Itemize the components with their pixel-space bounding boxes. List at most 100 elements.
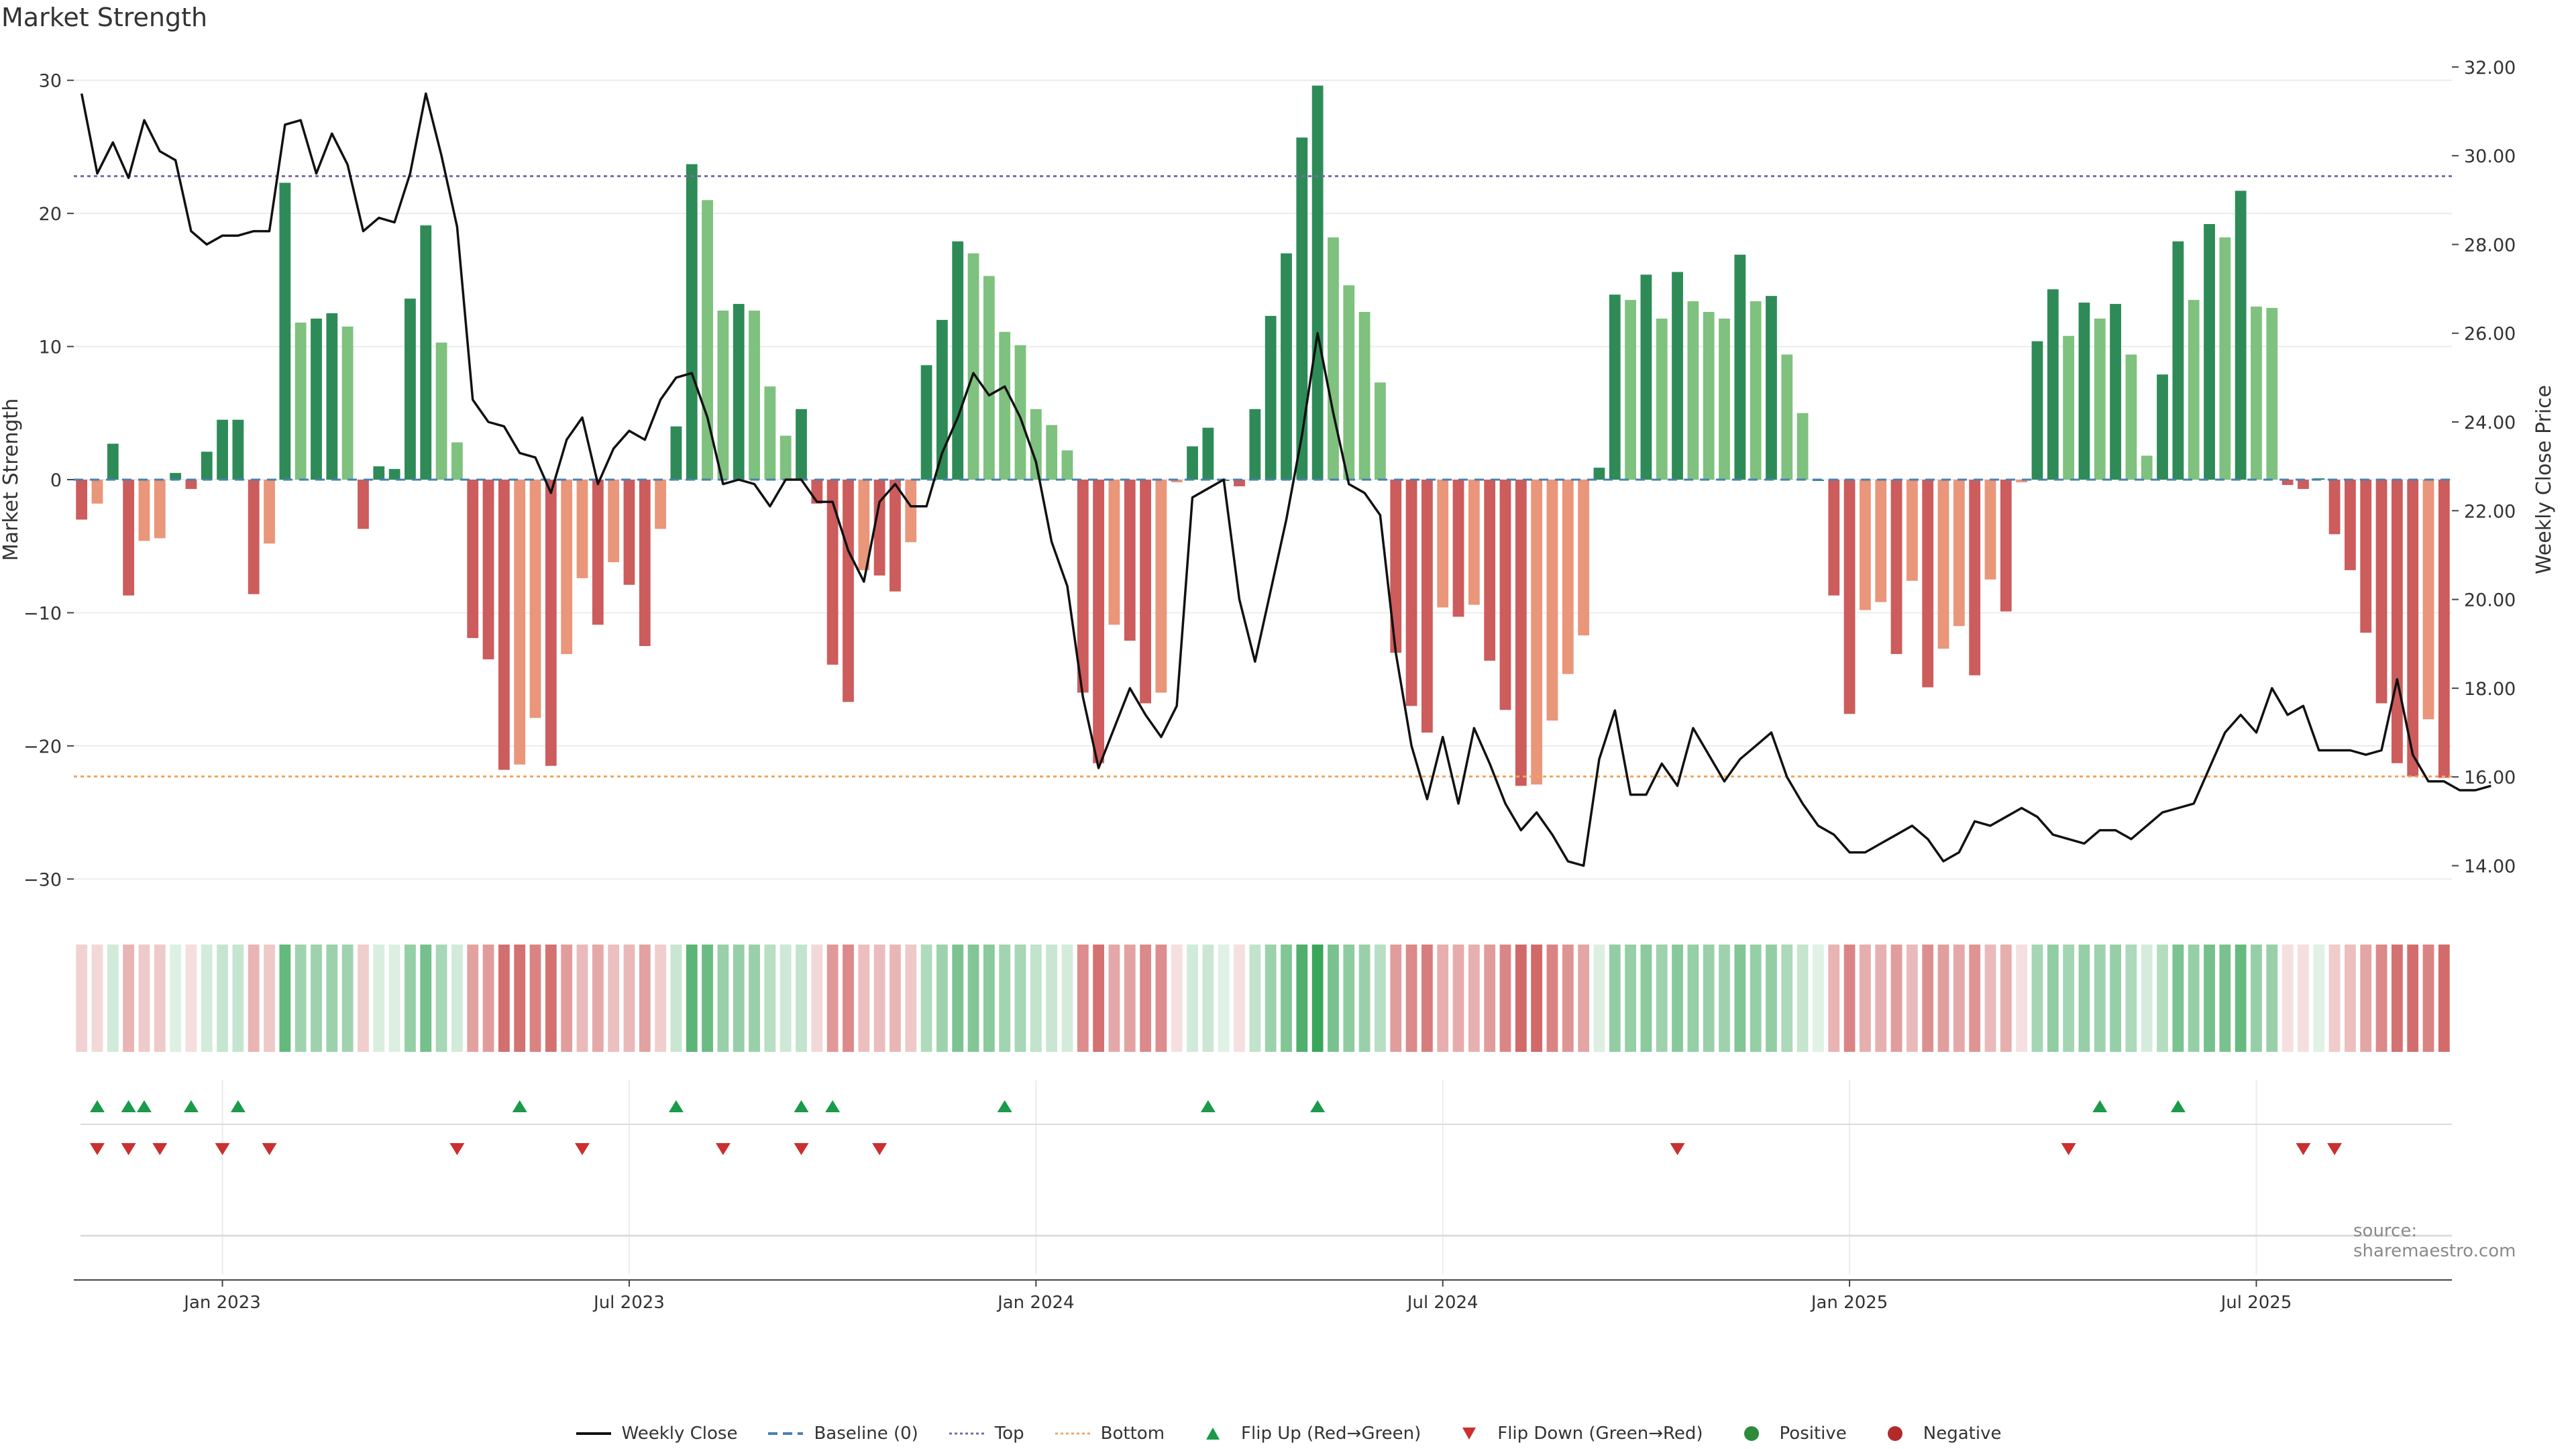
- heat-cell: [341, 945, 354, 1052]
- strength-bar: [1265, 315, 1277, 480]
- strength-bar: [2063, 335, 2074, 480]
- strength-bar: [1187, 446, 1198, 480]
- flip-up-marker: [230, 1100, 246, 1112]
- heat-cell: [264, 945, 275, 1052]
- x-tick-label: Jan 2023: [182, 1293, 261, 1313]
- heat-cell: [796, 945, 807, 1052]
- strength-bar: [764, 386, 776, 480]
- heat-cell: [1437, 945, 1449, 1052]
- heat-cell: [1546, 945, 1558, 1052]
- strength-bar: [1922, 480, 1934, 688]
- x-tick-label: Jan 2024: [996, 1293, 1075, 1313]
- heat-cell: [1030, 945, 1042, 1052]
- heat-cell: [2078, 945, 2090, 1052]
- legend-label: Weekly Close: [621, 1424, 738, 1444]
- heat-cell: [873, 945, 885, 1052]
- strength-bar: [1843, 480, 1856, 714]
- strength-bar: [1249, 409, 1261, 480]
- heat-cell: [983, 945, 995, 1052]
- strength-bar: [2047, 289, 2059, 480]
- heat-cell: [1281, 945, 1292, 1052]
- x-tick-label: Jul 2025: [2220, 1293, 2292, 1313]
- flip-down-marker: [2296, 1143, 2311, 1155]
- circle-icon: [1887, 1426, 1902, 1441]
- heat-cell: [1234, 945, 1245, 1052]
- heat-cell: [358, 945, 369, 1052]
- heat-cell: [311, 945, 322, 1052]
- strength-bar: [983, 276, 995, 480]
- strength-bar: [311, 318, 322, 480]
- flip-down-marker: [872, 1143, 888, 1155]
- strength-bar: [326, 313, 338, 480]
- strength-bar: [529, 480, 541, 718]
- strength-bar: [1390, 480, 1402, 653]
- heat-cell: [2110, 945, 2121, 1052]
- heat-cell: [686, 945, 698, 1052]
- heat-cell: [405, 945, 416, 1052]
- strength-bar: [1499, 480, 1511, 710]
- flip-down-marker: [2327, 1143, 2343, 1155]
- legend-item: Negative: [1876, 1424, 2002, 1444]
- strength-bar: [2188, 300, 2200, 480]
- strength-bar: [1061, 450, 1073, 480]
- heat-cell: [1249, 945, 1261, 1052]
- heat-cell: [2266, 945, 2278, 1052]
- y2-tick-label: 14.00: [2464, 856, 2516, 877]
- strength-bar: [498, 480, 510, 770]
- heat-cell: [1155, 945, 1167, 1052]
- heat-cell: [1766, 945, 1777, 1052]
- strength-bar: [2422, 480, 2434, 720]
- strength-bar: [1703, 311, 1715, 480]
- y-tick-label: −10: [23, 603, 62, 624]
- heat-cell: [2235, 945, 2247, 1052]
- weekly-close-line: [80, 92, 2491, 867]
- strength-bar: [576, 480, 588, 578]
- flip-up-marker: [136, 1100, 152, 1112]
- y-tick-label: −20: [23, 737, 62, 757]
- strength-bar: [514, 480, 526, 765]
- strength-bar: [2094, 318, 2106, 480]
- heat-cell: [1813, 945, 1824, 1052]
- strength-bar: [2438, 480, 2450, 778]
- heat-cell: [1499, 945, 1511, 1052]
- strength-bar: [561, 480, 573, 654]
- heat-cell: [1405, 945, 1417, 1052]
- flip-up-marker: [183, 1100, 199, 1112]
- heat-cell: [123, 945, 135, 1052]
- heat-cell: [1468, 945, 1480, 1052]
- heat-cell: [2063, 945, 2074, 1052]
- strength-bar: [890, 480, 901, 592]
- heat-cell: [2360, 945, 2372, 1052]
- y2-tick-label: 32.00: [2464, 58, 2516, 78]
- strength-bar: [920, 365, 932, 480]
- heat-cell: [1937, 945, 1949, 1052]
- strength-bar: [2235, 191, 2247, 480]
- legend-label: Negative: [1923, 1424, 2002, 1444]
- flip-up-marker: [997, 1100, 1012, 1112]
- flip-down-marker: [215, 1143, 230, 1155]
- strength-bar: [1358, 311, 1371, 480]
- heat-cell: [1077, 945, 1089, 1052]
- heat-cell: [373, 945, 385, 1052]
- strength-bar: [201, 451, 213, 480]
- flip-down-marker: [1670, 1143, 1685, 1155]
- strength-bar: [170, 473, 181, 480]
- heat-cell: [561, 945, 573, 1052]
- strength-bar: [2407, 480, 2419, 777]
- heat-cell: [248, 945, 260, 1052]
- strength-bar: [420, 225, 432, 480]
- y-tick-label: 10: [39, 337, 62, 358]
- heat-cell: [91, 945, 103, 1052]
- heat-cell: [905, 945, 917, 1052]
- strength-bar: [999, 331, 1011, 480]
- strength-bar: [545, 480, 557, 766]
- heat-cell: [2407, 945, 2419, 1052]
- strength-bar: [1687, 301, 1699, 480]
- flip-up-marker: [668, 1100, 684, 1112]
- heat-cell: [185, 945, 197, 1052]
- heat-cell: [1061, 945, 1073, 1052]
- heat-cell: [467, 945, 479, 1052]
- strength-bar: [1828, 480, 1840, 596]
- y2-tick-label: 26.00: [2464, 324, 2516, 345]
